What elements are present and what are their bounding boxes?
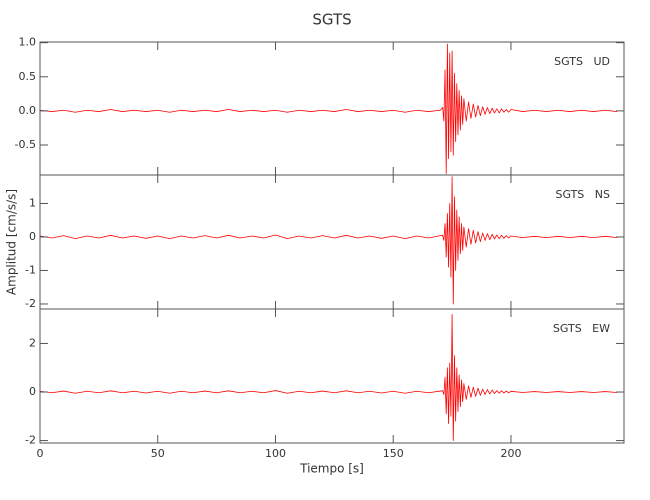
y-tick-label: 0.0 [19, 104, 37, 117]
x-tick-label: 50 [151, 447, 165, 460]
y-tick-label: 0.5 [19, 70, 37, 83]
y-tick-label: -1 [25, 263, 36, 276]
y-tick-label: 1 [29, 196, 36, 209]
y-tick-label: 0 [29, 385, 36, 398]
y-tick-label: -2 [25, 297, 36, 310]
waveform [39, 43, 617, 175]
y-tick-label: 0 [29, 230, 36, 243]
y-tick-label: 2 [29, 336, 36, 349]
waveform [39, 313, 617, 441]
panel-frame [39, 308, 625, 444]
panel-label: SGTS NS [555, 188, 610, 201]
panel-label: SGTS EW [553, 322, 610, 335]
chart-title: SGTS [312, 11, 351, 29]
panel-label: SGTS UD [554, 55, 610, 68]
x-tick-label: 200 [500, 447, 521, 460]
x-tick-label: 100 [265, 447, 286, 460]
x-tick-label: 150 [383, 447, 404, 460]
y-axis-title: Amplitud [cm/s/s] [5, 189, 19, 295]
y-tick-label: -2 [25, 434, 36, 447]
y-tick-label: 1.0 [19, 36, 37, 49]
x-tick-label: 0 [37, 447, 44, 460]
x-axis-title: Tiempo [s] [299, 462, 364, 476]
waveform [39, 176, 617, 305]
y-tick-label: -0.5 [15, 138, 36, 151]
